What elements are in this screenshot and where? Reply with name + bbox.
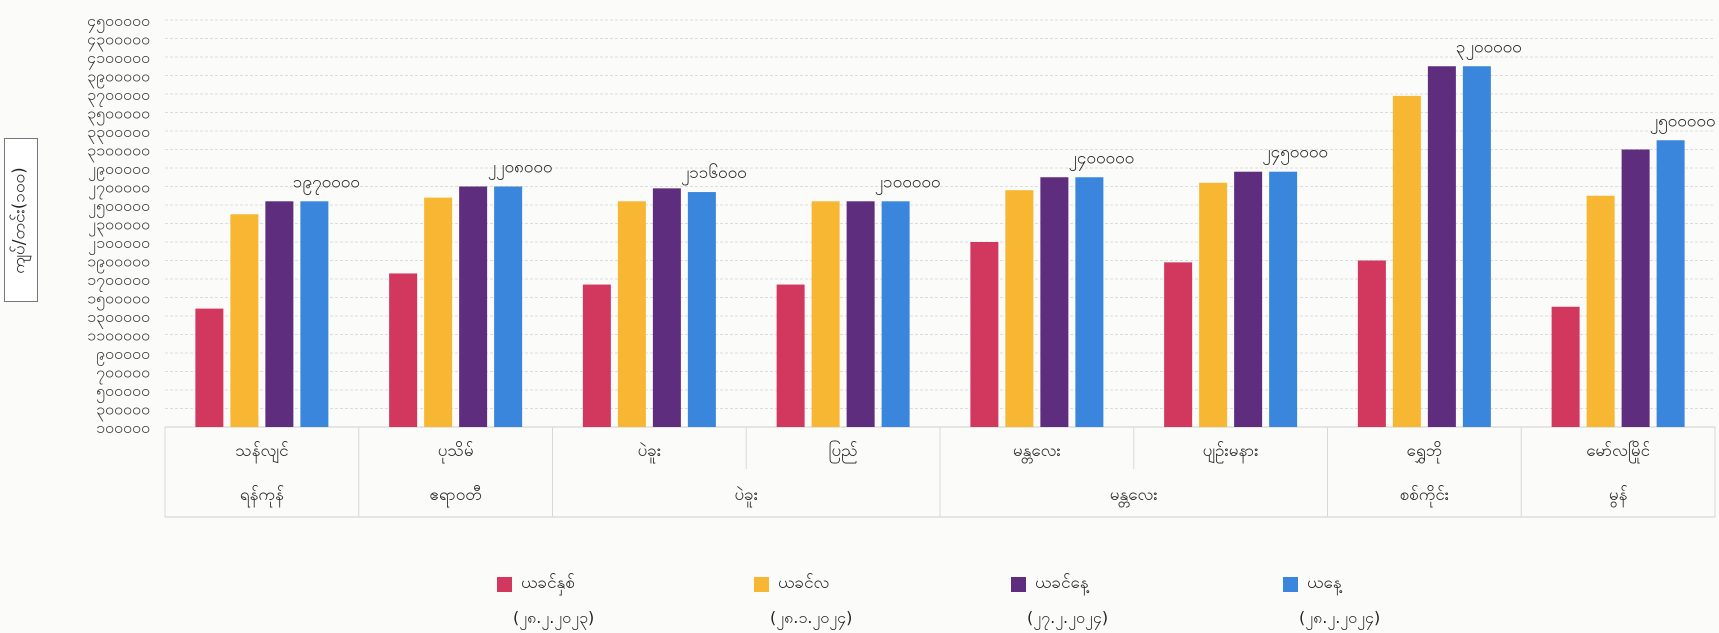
y-tick-label: ၃၅၀၀၀၀၀ — [87, 104, 150, 126]
data-label: ၂၁၀၀၀၀၀ — [875, 172, 941, 195]
bar-3-5 — [1269, 171, 1298, 427]
y-tick-label: ၄၅၀၀၀၀၀ — [87, 11, 150, 33]
y-tick-label: ၁၀၀၀၀၀ — [96, 418, 150, 437]
y-tick-label: ၃၇၀၀၀၀၀ — [87, 85, 150, 107]
legend-series-name: ယခင်လ — [778, 573, 830, 593]
legend-item-previous-year: ယခင်နှစ် (၂၈.၂.၂၀၂၃) — [497, 572, 594, 631]
legend-series-date: (၂၈.၂.၂၀၂၃) — [513, 608, 595, 627]
bar-2-2 — [652, 188, 681, 427]
bar-0-3 — [776, 284, 805, 427]
x-tick-label: ပုသိမ် — [438, 441, 474, 464]
y-tick-label: ၂၇၀၀၀၀၀ — [88, 178, 150, 200]
y-tick-label: ၉၀၀၀၀၀ — [96, 344, 150, 366]
bar-2-0 — [265, 201, 294, 427]
bar-0-5 — [1164, 262, 1193, 427]
x-group-label: ဧရာဝတီ — [429, 485, 481, 508]
bar-2-5 — [1234, 171, 1263, 427]
bar-0-4 — [970, 242, 999, 427]
legend-swatch — [497, 577, 512, 592]
x-tick-label: ပျဉ်းမနား — [1203, 441, 1259, 464]
data-label: ၂၄၀၀၀၀၀ — [1069, 148, 1135, 171]
bar-1-4 — [1005, 190, 1034, 427]
bar-1-2 — [617, 201, 646, 427]
data-label: ၂၄၅၀၀၀၀ — [1262, 143, 1328, 166]
bar-1-7 — [1586, 195, 1615, 427]
legend-swatch — [754, 577, 769, 592]
bar-0-7 — [1551, 306, 1580, 427]
x-tick-label: သန်လျင် — [235, 441, 288, 464]
bar-0-6 — [1357, 260, 1386, 427]
y-tick-label: ၁၁၀၀၀၀၀ — [87, 326, 150, 345]
legend-series-date: (၂၇.၂.၂၀၂၄) — [1027, 608, 1109, 627]
x-group-label: စစ်ကိုင်း — [1400, 485, 1450, 508]
y-axis-label: ကျပ်/တင်း(၁၀၀) — [9, 166, 30, 274]
y-tick-label: ၃၀၀၀၀၀ — [96, 400, 150, 422]
bar-3-3 — [881, 201, 910, 427]
bar-3-1 — [494, 186, 523, 427]
y-tick-label: ၁၃၀၀၀၀၀ — [87, 307, 150, 329]
data-label: ၂၁၁၆၀၀၀ — [681, 162, 747, 186]
y-tick-label: ၂၁၀၀၀၀၀ — [88, 233, 150, 255]
legend: ယခင်နှစ် (၂၈.၂.၂၀၂၃) ယခင်လ (၂၈.၁.၂၀၂၄) ယ… — [0, 572, 1719, 632]
bar-3-7 — [1656, 140, 1685, 427]
x-tick-label: ပြည် — [829, 439, 858, 464]
bar-3-2 — [687, 192, 716, 427]
legend-swatch — [1011, 577, 1026, 592]
y-tick-label: ၁၉၀၀၀၀၀ — [87, 252, 150, 274]
x-group-label: ရန်ကုန် — [240, 485, 284, 508]
x-group-label: မန္တလေး — [1110, 485, 1158, 508]
bar-1-3 — [811, 201, 840, 427]
y-tick-label: ၂၅၀၀၀၀၀ — [88, 196, 150, 218]
y-tick-label: ၅၀၀၀၀၀ — [96, 381, 150, 403]
bar-2-7 — [1621, 149, 1650, 427]
x-tick-label: ပဲခူး — [638, 441, 662, 464]
y-tick-label: ၁၅၀၀၀၀၀ — [87, 289, 150, 311]
legend-item-previous-month: ယခင်လ (၂၈.၁.၂၀၂၄) — [754, 572, 852, 631]
bar-3-6 — [1462, 66, 1491, 427]
data-label: ၂၂၀၈၀၀၀ — [488, 158, 553, 181]
legend-series-name: ယခင်နှစ် — [521, 573, 575, 593]
bar-2-4 — [1040, 177, 1069, 427]
bar-0-0 — [195, 308, 224, 427]
y-tick-label: ၁၇၀၀၀၀၀ — [87, 270, 150, 292]
legend-series-name: ယနေ့ — [1307, 573, 1342, 593]
x-group-label: မွန် — [1609, 485, 1628, 508]
bar-3-0 — [300, 201, 329, 427]
y-tick-label: ၃၁၀၀၀၀၀ — [87, 141, 150, 163]
bar-chart: ၁၀၀၀၀၀၃၀၀၀၀၀၅၀၀၀၀၀၇၀၀၀၀၀၉၀၀၀၀၀၁၁၀၀၀၀၀၁၃၀… — [87, 11, 1716, 518]
x-group-label: ပဲခူး — [734, 485, 758, 508]
bar-1-0 — [230, 214, 259, 427]
legend-item-today: ယနေ့ (၂၈.၂.၂၀၂၄) — [1283, 572, 1380, 631]
legend-series-date: (၂၈.၂.၂၀၂၄) — [1299, 608, 1381, 627]
data-label: ၁၉၇၀၀၀၀ — [293, 172, 360, 195]
bar-3-4 — [1075, 177, 1104, 427]
legend-series-name: ယခင်နေ့ — [1035, 573, 1089, 593]
data-label: ၂၅၀၀၀၀၀ — [1650, 111, 1716, 134]
legend-series-date: (၂၈.၁.၂၀၂၄) — [770, 608, 853, 627]
bar-1-1 — [424, 197, 453, 427]
bar-2-6 — [1427, 66, 1456, 427]
x-tick-label: ရွှေဘို — [1407, 441, 1443, 464]
bar-1-5 — [1199, 182, 1228, 427]
y-tick-label: ၇၀၀၀၀၀ — [96, 363, 150, 385]
data-label: ၃၂၀၀၀၀၀ — [1456, 37, 1522, 60]
bar-1-6 — [1392, 95, 1421, 427]
y-tick-label: ၄၁၀၀၀၀၀ — [87, 48, 150, 70]
bar-2-3 — [846, 201, 875, 427]
legend-item-previous-day: ယခင်နေ့ (၂၇.၂.၂၀၂၄) — [1011, 572, 1108, 631]
bar-0-2 — [582, 284, 611, 427]
bar-0-1 — [389, 273, 418, 427]
y-tick-label: ၃၉၀၀၀၀၀ — [87, 67, 150, 89]
x-tick-label: မော်လမြိုင် — [1586, 439, 1650, 464]
y-tick-label: ၄၃၀၀၀၀၀ — [87, 30, 150, 52]
bar-2-1 — [459, 186, 488, 427]
y-tick-label: ၂၉၀၀၀၀၀ — [88, 159, 150, 181]
x-tick-label: မန္တလေး — [1013, 441, 1061, 464]
y-tick-label: ၂၃၀၀၀၀၀ — [88, 215, 150, 237]
legend-swatch — [1283, 577, 1298, 592]
y-axis-label-box: ကျပ်/တင်း(၁၀၀) — [4, 138, 38, 302]
y-tick-label: ၃၃၀၀၀၀၀ — [87, 122, 150, 144]
